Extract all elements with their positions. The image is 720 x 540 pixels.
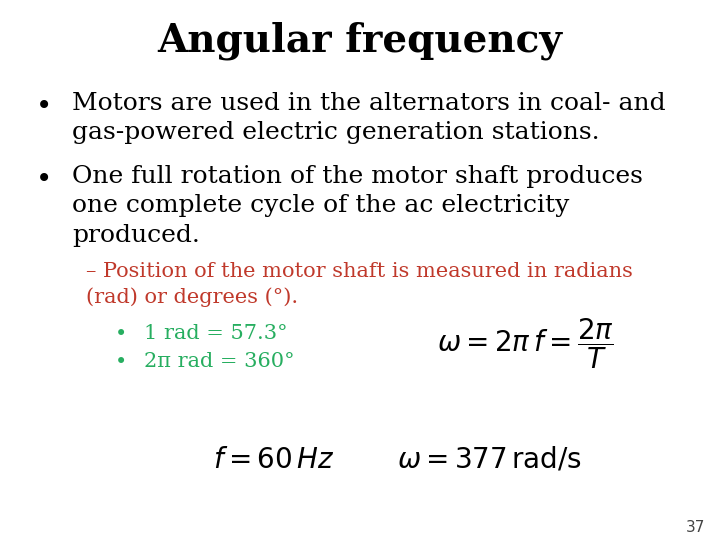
Text: •: •: [36, 92, 53, 120]
Text: $\omega = 377\,\mathrm{rad/s}$: $\omega = 377\,\mathrm{rad/s}$: [397, 446, 582, 474]
Text: Motors are used in the alternators in coal- and: Motors are used in the alternators in co…: [72, 92, 665, 115]
Text: •: •: [36, 165, 53, 193]
Text: (rad) or degrees (°).: (rad) or degrees (°).: [86, 287, 299, 307]
Text: produced.: produced.: [72, 224, 200, 247]
Text: 1 rad = 57.3°: 1 rad = 57.3°: [144, 324, 287, 343]
Text: $f = 60\,Hz$: $f = 60\,Hz$: [213, 446, 334, 474]
Text: 37: 37: [686, 519, 706, 535]
Text: •: •: [115, 352, 127, 372]
Text: Angular frequency: Angular frequency: [158, 22, 562, 60]
Text: •: •: [115, 324, 127, 344]
Text: – Position of the motor shaft is measured in radians: – Position of the motor shaft is measure…: [86, 262, 634, 281]
Text: $\omega = 2\pi\, f = \dfrac{2\pi}{T}$: $\omega = 2\pi\, f = \dfrac{2\pi}{T}$: [437, 316, 614, 370]
Text: 2π rad = 360°: 2π rad = 360°: [144, 352, 294, 371]
Text: gas-powered electric generation stations.: gas-powered electric generation stations…: [72, 122, 600, 145]
Text: One full rotation of the motor shaft produces: One full rotation of the motor shaft pro…: [72, 165, 643, 188]
Text: one complete cycle of the ac electricity: one complete cycle of the ac electricity: [72, 194, 570, 218]
